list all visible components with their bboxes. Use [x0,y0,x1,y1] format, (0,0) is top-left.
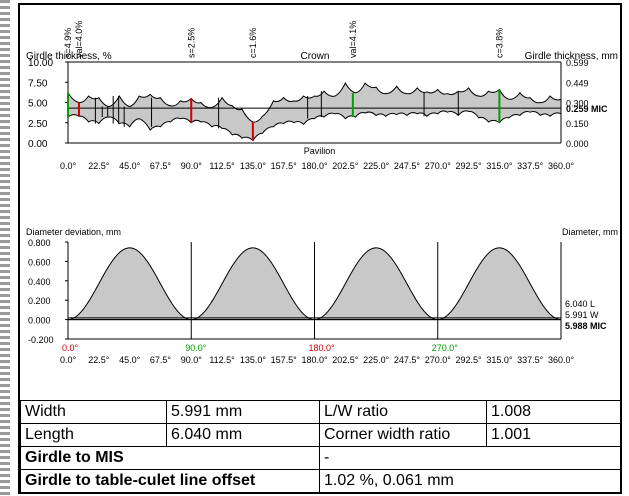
girdle-mis-value: - [319,446,621,470]
left-axis-label: Diameter deviation, mm [26,227,121,237]
y-tick-label: 0.000 [28,316,51,326]
x-tick-label: 112.5° [209,161,235,171]
right-tick-label: 0.599 [566,58,589,68]
pavilion-label: Pavilion [304,146,336,156]
marker-label: s=2.5% [186,28,196,58]
y-tick-label: 0.600 [28,257,51,267]
x-tick-label: 67.5° [150,355,172,365]
corner-width-ratio-label: Corner width ratio [319,423,487,447]
right-tick-label: 0.150 [566,119,589,129]
x-tick-label: 225.0° [363,161,390,171]
x-tick-label: 360.0° [548,161,575,171]
corner-width-ratio-value: 1.001 [486,423,621,447]
x-tick-label: 270.0° [425,161,452,171]
marker-label: s=4.9% [63,28,73,58]
girdle-thickness-band [67,81,562,142]
y-tick-label: 0.400 [28,277,51,287]
girdle-offset-label: Girdle to table-culet line offset [20,469,320,493]
x-tick-label: 315.0° [486,161,513,171]
crown-label: Crown [301,51,330,62]
x-tick-label: 90.0° [181,355,203,365]
x-tick-label: 225.0° [363,355,390,365]
right-axis-label: Diameter, mm [562,227,618,237]
x-tick-label: 0.0° [60,161,77,171]
right-tick-label: 0.449 [566,78,589,88]
report-frame: Girdle thickness, % Girdle thickness, mm C… [18,3,622,494]
right-tick-label: 0.300 [566,99,589,109]
x-tick-label: 0.0° [60,355,77,365]
lw-ratio-label: L/W ratio [319,400,487,424]
x-tick-label: 135.0° [240,355,267,365]
y-tick-label: 7.50 [28,78,48,89]
girdle-thickness-chart: Girdle thickness, % Girdle thickness, mm C… [26,21,618,171]
left-axis-label: Girdle thickness, % [26,51,112,62]
length-label: Length [20,423,167,447]
x-tick-label: 180.0° [301,355,328,365]
x-tick-label: 45.0° [119,355,141,365]
lw-ratio-value: 1.008 [486,400,621,424]
x-tick-label: 67.5° [150,161,172,171]
x-tick-label: 247.5° [394,161,421,171]
marker-label: c=1.6% [248,28,258,58]
quarter-angle-label: 180.0° [309,343,336,353]
x-tick-label: 180.0° [301,161,328,171]
marker-label: c=3.8% [494,28,504,58]
width-label: Width [20,400,167,424]
marker-label: val=4.1% [348,21,358,58]
diameter-label: 5.988 MIC [565,321,607,331]
x-tick-label: 135.0° [240,161,267,171]
x-tick-label: 90.0° [181,161,203,171]
width-value: 5.991 mm [166,400,320,424]
x-tick-label: 360.0° [548,355,575,365]
x-tick-label: 292.5° [456,161,483,171]
diameter-deviation-chart: Diameter deviation, mm Diameter, mm 0.800 0… [26,227,618,365]
x-tick-label: 270.0° [425,355,452,365]
table-row: Girdle to table-culet line offset 1.02 %… [20,469,621,493]
table-row: Length 6.040 mm Corner width ratio 1.001 [20,423,621,447]
diameter-label: 5.991 W [565,310,599,320]
mic-marker-label: 0.259 MIC [566,104,608,114]
right-axis-label: Girdle thickness, mm [525,51,618,62]
x-tick-label: 22.5° [88,161,110,171]
y-tick-label: 10.00 [28,58,53,69]
quarter-angle-label: 90.0° [185,343,207,353]
y-tick-label: -0.200 [28,335,54,345]
y-tick-label: 5.00 [28,99,48,110]
x-tick-label: 202.5° [332,355,359,365]
table-row: Girdle to MIS - [20,446,621,470]
x-tick-label: 337.5° [517,161,544,171]
quarter-angle-label: 270.0° [432,343,459,353]
y-tick-label: 0.800 [28,238,51,248]
quarter-angle-label: 0.0° [62,343,79,353]
diameter-label: 6.040 L [565,299,595,309]
length-value: 6.040 mm [166,423,320,447]
right-tick-label: 0.000 [566,139,589,149]
x-tick-label: 202.5° [332,161,359,171]
dashed-margin [0,0,10,496]
marker-label: val=4.0% [74,21,84,58]
x-tick-label: 315.0° [486,355,513,365]
x-tick-label: 157.5° [271,161,298,171]
table-row: Width 5.991 mm L/W ratio 1.008 [20,400,621,424]
charts-canvas: Girdle thickness, % Girdle thickness, mm C… [26,21,618,365]
x-tick-label: 292.5° [456,355,483,365]
x-tick-label: 157.5° [271,355,298,365]
y-tick-label: 0.200 [28,296,51,306]
x-tick-label: 247.5° [394,355,421,365]
girdle-mis-label: Girdle to MIS [20,446,320,470]
x-tick-label: 22.5° [88,355,110,365]
girdle-offset-value: 1.02 %, 0.061 mm [319,469,621,493]
x-tick-label: 112.5° [209,355,235,365]
x-tick-label: 45.0° [119,161,141,171]
y-tick-label: 0.00 [28,139,48,150]
y-tick-label: 2.50 [28,119,48,130]
measurements-table: Width 5.991 mm L/W ratio 1.008 Length 6.… [20,400,621,493]
x-tick-label: 337.5° [517,355,544,365]
